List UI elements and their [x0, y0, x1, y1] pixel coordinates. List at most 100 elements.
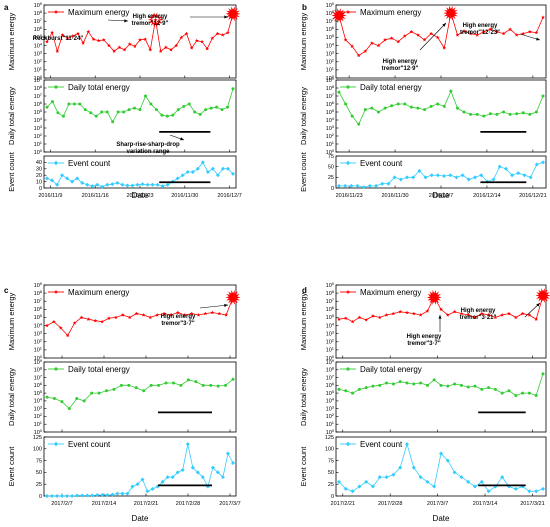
data-point: [384, 313, 389, 317]
data-point: [522, 173, 527, 178]
data-point: [418, 313, 423, 317]
data-point: [409, 105, 413, 109]
data-point: [462, 29, 466, 33]
y-tick-label: 103: [34, 49, 43, 57]
x-axis-label: Date: [132, 191, 149, 200]
data-point: [148, 315, 153, 320]
data-point: [225, 451, 230, 456]
y-tick-label: 107: [34, 297, 43, 305]
data-point: [454, 175, 459, 180]
data-point: [195, 470, 200, 475]
data-point: [371, 314, 375, 318]
data-point: [72, 102, 76, 106]
y-tick-label: 109: [326, 1, 335, 9]
data-point: [364, 479, 369, 484]
data-point: [479, 479, 484, 484]
y-tick-label: 107: [326, 297, 335, 305]
legend-label: Daily total energy: [68, 365, 130, 374]
data-point: [130, 484, 135, 489]
data-point: [160, 479, 165, 484]
y-tick-label: 105: [34, 33, 43, 41]
data-point: [140, 477, 145, 482]
data-point: [425, 309, 430, 313]
data-point: [436, 102, 440, 106]
y-tick-label: 103: [34, 404, 43, 412]
y-tick-label: 0: [331, 494, 334, 500]
data-point: [226, 105, 230, 109]
data-point: [383, 106, 387, 110]
data-point: [83, 108, 87, 112]
data-point: [75, 397, 79, 401]
data-point: [405, 175, 409, 180]
data-point: [50, 178, 55, 183]
data-point: [351, 391, 355, 395]
data-point: [45, 105, 49, 109]
data-point: [383, 37, 387, 42]
data-point: [160, 184, 165, 189]
data-point: [209, 383, 213, 387]
y-axis-label: Maximum energy: [299, 292, 308, 350]
data-point: [162, 311, 167, 316]
data-point: [386, 181, 391, 186]
data-point: [100, 493, 105, 498]
data-point: [120, 491, 125, 496]
data-point: [541, 486, 545, 491]
data-point: [377, 315, 382, 320]
data-point: [417, 168, 422, 173]
data-point: [141, 313, 146, 317]
y-tick-label: 75: [36, 458, 42, 464]
data-point: [70, 179, 75, 184]
y-tick-label: 105: [34, 313, 43, 321]
data-point: [86, 317, 91, 321]
annotation-text: High energy tremor"12·9": [382, 59, 419, 72]
data-point: [60, 173, 65, 178]
y-tick-label: 107: [34, 17, 43, 25]
y-tick-label: 125: [325, 435, 334, 441]
data-point: [514, 33, 519, 37]
y-tick-label: 101: [34, 420, 43, 428]
data-point: [45, 176, 49, 181]
y-tick-label: 101: [34, 346, 43, 354]
data-point: [459, 311, 464, 316]
data-point: [493, 387, 497, 391]
data-point: [377, 475, 382, 480]
data-point: [122, 47, 127, 52]
data-point: [344, 102, 348, 106]
x-tick-label: 2017/3/14: [473, 501, 497, 507]
y-tick-label: 106: [34, 100, 43, 108]
data-point: [380, 181, 385, 186]
x-tick-label: 2017/2/28: [378, 501, 402, 507]
y-tick-label: 102: [326, 338, 335, 346]
data-point: [215, 173, 220, 178]
data-point: [180, 468, 185, 473]
y-tick-label: 106: [326, 25, 335, 33]
data-point: [527, 29, 532, 34]
series-line: [338, 442, 544, 492]
y-tick-label: 50: [328, 470, 334, 476]
data-point: [459, 383, 463, 387]
y-tick-label: 104: [326, 321, 335, 329]
y-axis-label: Daily total energy: [299, 87, 308, 145]
data-point: [187, 102, 191, 106]
data-point: [445, 313, 450, 317]
data-point: [376, 110, 380, 114]
data-point: [429, 31, 434, 36]
data-point: [350, 44, 355, 48]
data-point: [101, 37, 106, 42]
legend-label: Event count: [68, 440, 111, 449]
legend-label: Event count: [360, 440, 403, 449]
data-point: [500, 475, 505, 480]
data-point: [65, 333, 70, 338]
data-point: [175, 470, 180, 475]
data-point: [473, 484, 477, 489]
data-point: [370, 106, 374, 110]
y-tick-label: 102: [326, 412, 335, 420]
data-point: [513, 486, 518, 491]
plot-frame: [43, 436, 237, 497]
data-point: [163, 45, 168, 49]
data-point: [94, 114, 98, 118]
y-tick-label: 109: [326, 358, 335, 366]
data-point: [96, 38, 101, 43]
y-tick-label: 102: [34, 58, 43, 66]
data-point: [72, 321, 77, 325]
